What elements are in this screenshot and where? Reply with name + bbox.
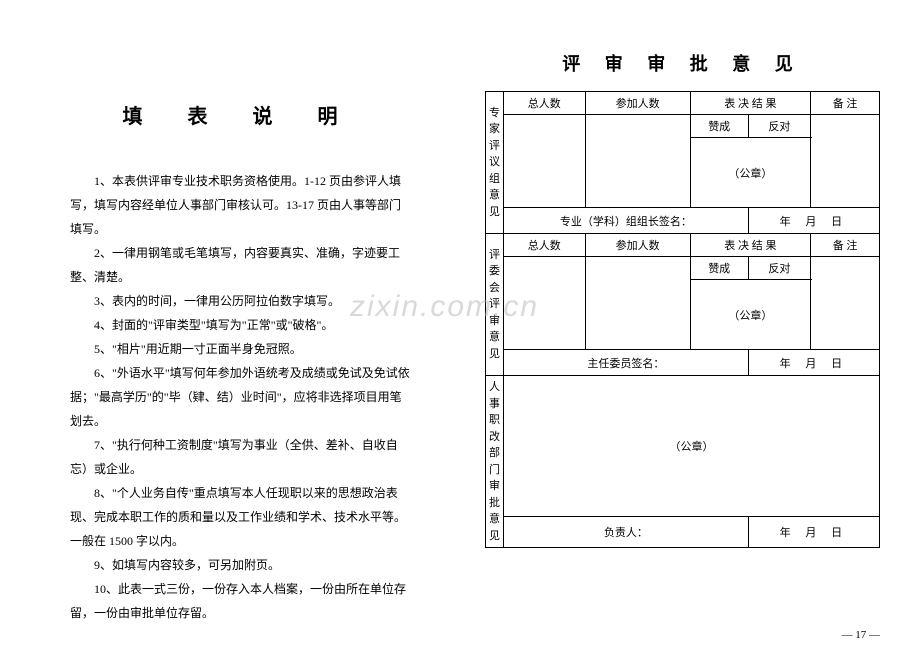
header-remark: 备 注	[811, 234, 880, 257]
instruction-item: 1、本表供评审专业技术职务资格使用。1-12 页由参评人填写，填写内容经单位人事…	[70, 169, 410, 241]
header-attend: 参加人数	[585, 92, 690, 115]
header-result: 表 决 结 果	[690, 92, 810, 115]
section-label-3: 人事职改部门审批意见	[486, 376, 504, 548]
instruction-item: 6、"外语水平"填写何年参加外语统考及成绩或免试及免试依据；"最高学历"的"毕（…	[70, 361, 410, 433]
instruction-item: 3、表内的时间，一律用公历阿拉伯数字填写。	[70, 289, 410, 313]
header-agree: 赞成	[690, 115, 748, 138]
instruction-item: 8、"个人业务自传"重点填写本人任现职以来的思想政治表现、完成本职工作的质和量以…	[70, 481, 410, 553]
seal-cell-1: （公章）	[690, 138, 810, 208]
instruction-item: 9、如填写内容较多，可另加附页。	[70, 553, 410, 577]
instruction-item: 5、"相片"用近期一寸正面半身免冠照。	[70, 337, 410, 361]
page-number: — 17 —	[842, 629, 881, 641]
cell-remark	[811, 115, 880, 208]
cell-total	[504, 115, 586, 208]
review-table: 专家评议组意见 总人数 参加人数 表 决 结 果 备 注 赞成 反对 （公章） …	[485, 91, 880, 548]
instructions-title: 填 表 说 明	[70, 100, 410, 129]
review-title: 评 审 审 批 意 见	[485, 50, 880, 76]
header-total: 总人数	[504, 92, 586, 115]
header-total: 总人数	[504, 234, 586, 257]
header-agree: 赞成	[690, 257, 748, 280]
left-page: 填 表 说 明 1、本表供评审专业技术职务资格使用。1-12 页由参评人填写，填…	[0, 0, 460, 651]
header-result: 表 决 结 果	[690, 234, 810, 257]
section-label-2: 评委会评审意见	[486, 234, 504, 376]
header-attend: 参加人数	[585, 234, 690, 257]
seal-cell-2: （公章）	[690, 280, 810, 350]
instruction-item: 10、此表一式三份，一份存入本人档案，一份由所在单位存留，一份由审批单位存留。	[70, 577, 410, 625]
instruction-item: 2、一律用钢笔或毛笔填写，内容要真实、准确，字迹要工整、清楚。	[70, 241, 410, 289]
header-remark: 备 注	[811, 92, 880, 115]
instruction-item: 7、"执行何种工资制度"填写为事业（全供、差补、自收自忘）或企业。	[70, 433, 410, 481]
date-3: 年 月 日	[748, 517, 879, 548]
instructions-body: 1、本表供评审专业技术职务资格使用。1-12 页由参评人填写，填写内容经单位人事…	[70, 169, 410, 625]
header-against: 反对	[748, 115, 810, 138]
section-label-1: 专家评议组意见	[486, 92, 504, 234]
sig-2: 主任委员签名：	[504, 350, 749, 376]
date-2: 年 月 日	[748, 350, 879, 376]
cell-attend	[585, 257, 690, 350]
cell-total	[504, 257, 586, 350]
instruction-item: 4、封面的"评审类型"填写为"正常"或"破格"。	[70, 313, 410, 337]
cell-remark	[811, 257, 880, 350]
header-against: 反对	[748, 257, 810, 280]
sig-3: 负责人：	[504, 517, 749, 548]
sig-1: 专业（学科）组组长签名：	[504, 208, 749, 234]
right-page: 评 审 审 批 意 见 专家评议组意见 总人数 参加人数 表 决 结 果 备 注…	[460, 0, 920, 651]
date-1: 年 月 日	[748, 208, 879, 234]
seal-cell-3: （公章）	[504, 376, 880, 517]
cell-attend	[585, 115, 690, 208]
